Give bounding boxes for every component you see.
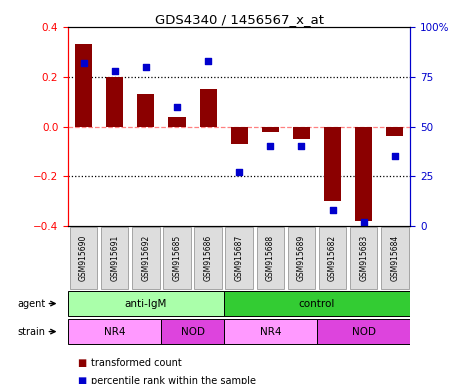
Text: NOD: NOD	[352, 326, 376, 337]
Bar	[262, 127, 279, 131]
Text: GSM915683: GSM915683	[359, 235, 368, 281]
Text: control: control	[299, 298, 335, 309]
Bar	[350, 227, 378, 289]
Bar	[132, 227, 159, 289]
Text: GSM915692: GSM915692	[141, 235, 151, 281]
Bar	[194, 227, 222, 289]
Text: percentile rank within the sample: percentile rank within the sample	[91, 376, 257, 384]
Text: GSM915687: GSM915687	[234, 235, 244, 281]
Bar	[226, 227, 253, 289]
Text: GSM915690: GSM915690	[79, 235, 88, 281]
Point	[204, 58, 212, 64]
Bar	[293, 127, 310, 139]
Bar	[199, 89, 217, 127]
Bar	[288, 227, 315, 289]
Text: NOD: NOD	[181, 326, 204, 337]
Bar	[68, 291, 224, 316]
Text: GSM915688: GSM915688	[266, 235, 275, 281]
Point	[266, 143, 274, 149]
Point	[142, 64, 150, 70]
Bar	[386, 127, 403, 136]
Text: GSM915689: GSM915689	[297, 235, 306, 281]
Point	[173, 104, 181, 110]
Text: GSM915682: GSM915682	[328, 235, 337, 281]
Bar	[381, 227, 408, 289]
Bar	[106, 77, 123, 127]
Text: GSM915691: GSM915691	[110, 235, 119, 281]
Bar	[101, 227, 129, 289]
Bar	[355, 127, 372, 221]
Text: NR4: NR4	[259, 326, 281, 337]
Text: agent: agent	[17, 298, 46, 309]
Text: ■: ■	[77, 358, 87, 368]
Bar	[224, 291, 410, 316]
Bar	[168, 117, 186, 127]
Title: GDS4340 / 1456567_x_at: GDS4340 / 1456567_x_at	[155, 13, 324, 26]
Bar	[319, 227, 346, 289]
Bar	[70, 227, 97, 289]
Bar	[317, 319, 410, 344]
Point	[111, 68, 119, 74]
Point	[80, 60, 87, 66]
Bar	[161, 319, 224, 344]
Bar	[224, 319, 317, 344]
Text: NR4: NR4	[104, 326, 125, 337]
Bar	[163, 227, 190, 289]
Text: GSM915684: GSM915684	[390, 235, 399, 281]
Text: strain: strain	[18, 326, 46, 337]
Bar	[68, 319, 161, 344]
Point	[391, 153, 399, 159]
Bar	[257, 227, 284, 289]
Bar	[231, 127, 248, 144]
Text: transformed count: transformed count	[91, 358, 182, 368]
Text: ■: ■	[77, 376, 87, 384]
Text: anti-IgM: anti-IgM	[125, 298, 167, 309]
Text: GSM915686: GSM915686	[204, 235, 212, 281]
Point	[235, 169, 243, 175]
Text: GSM915685: GSM915685	[173, 235, 182, 281]
Point	[329, 207, 336, 213]
Point	[360, 219, 367, 225]
Bar	[75, 44, 92, 127]
Bar	[137, 94, 154, 127]
Bar	[324, 127, 341, 201]
Point	[298, 143, 305, 149]
